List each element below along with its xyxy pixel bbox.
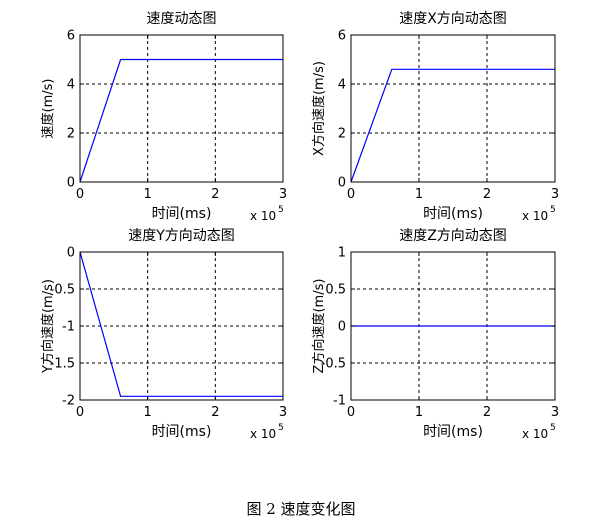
x-exponent-label: x 10	[522, 209, 548, 223]
x-exponent-label: x 10	[522, 427, 548, 441]
x-axis-label: 时间(ms)	[423, 424, 483, 440]
axes-frame	[350, 34, 556, 183]
y-tick-label: -1.5	[50, 357, 75, 372]
x-axis-label: 时间(ms)	[152, 206, 212, 222]
chart-title: 速度Y方向动态图	[128, 228, 235, 244]
y-tick-label: -0.5	[321, 357, 346, 372]
plot-area	[80, 35, 283, 182]
x-tick-label: 1	[415, 405, 423, 420]
y-tick-label: 4	[338, 78, 346, 93]
y-tick-label: 2	[338, 127, 346, 142]
x-tick-label: 2	[483, 187, 491, 202]
x-tick-label: 1	[144, 405, 152, 420]
y-tick-label: -1	[62, 320, 75, 335]
y-axis-label: Z方向速度(m/s)	[311, 279, 327, 374]
y-tick-label: 4	[67, 78, 75, 93]
y-tick-label: 0	[338, 176, 346, 191]
y-tick-label: 0	[67, 246, 75, 261]
y-tick-label: -0.5	[50, 283, 75, 298]
x-tick-label: 1	[415, 187, 423, 202]
axes-frame	[79, 34, 284, 183]
chart-title: 速度动态图	[147, 11, 217, 27]
figure-caption: 图 2 速度变化图	[246, 500, 356, 518]
y-axis-label: 速度(m/s)	[40, 79, 56, 139]
y-tick-label: -1	[333, 394, 346, 409]
y-axis-label: Y方向速度(m/s)	[40, 279, 56, 374]
x-tick-label: 0	[347, 405, 355, 420]
y-tick-label: 0.5	[325, 283, 346, 298]
x-exponent-power: 5	[550, 423, 556, 433]
y-tick-label: 0	[338, 320, 346, 335]
x-tick-label: 2	[211, 405, 219, 420]
y-tick-label: 0	[67, 176, 75, 191]
chart-title: 速度Z方向动态图	[399, 228, 507, 244]
y-tick-label: 6	[338, 29, 346, 44]
series-line	[79, 58, 283, 183]
y-axis-label: X方向速度(m/s)	[311, 61, 327, 156]
x-exponent-power: 5	[550, 205, 556, 215]
x-tick-label: 0	[76, 187, 84, 202]
series-line	[79, 251, 283, 397]
x-tick-label: 3	[551, 405, 559, 420]
x-tick-label: 3	[279, 187, 287, 202]
x-exponent-power: 5	[278, 205, 284, 215]
series-line	[350, 68, 555, 183]
x-axis-label: 时间(ms)	[152, 424, 212, 440]
y-tick-label: 2	[67, 127, 75, 142]
plot-area	[351, 35, 555, 182]
x-tick-label: 2	[483, 405, 491, 420]
y-tick-label: 1	[338, 246, 346, 261]
x-tick-label: 3	[551, 187, 559, 202]
x-exponent-label: x 10	[250, 427, 276, 441]
x-tick-label: 3	[279, 405, 287, 420]
y-tick-label: -2	[62, 394, 75, 409]
x-tick-label: 1	[144, 187, 152, 202]
x-tick-label: 2	[211, 187, 219, 202]
x-exponent-power: 5	[278, 423, 284, 433]
x-tick-label: 0	[76, 405, 84, 420]
x-exponent-label: x 10	[250, 209, 276, 223]
chart-title: 速度X方向动态图	[399, 11, 507, 27]
y-tick-label: 6	[67, 29, 75, 44]
x-axis-label: 时间(ms)	[423, 206, 483, 222]
x-tick-label: 0	[347, 187, 355, 202]
